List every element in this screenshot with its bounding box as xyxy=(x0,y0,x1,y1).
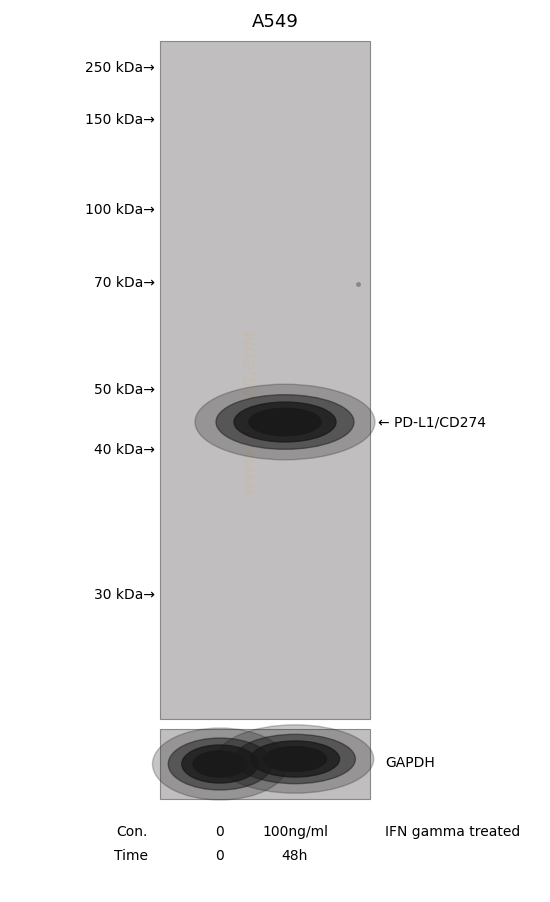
Bar xyxy=(160,42,370,719)
Ellipse shape xyxy=(234,402,336,443)
Ellipse shape xyxy=(249,409,321,437)
Text: ← PD-L1/CD274: ← PD-L1/CD274 xyxy=(378,416,486,429)
Ellipse shape xyxy=(235,734,355,784)
Ellipse shape xyxy=(193,751,247,778)
Text: 250 kDa→: 250 kDa→ xyxy=(85,61,155,75)
Text: Time: Time xyxy=(114,848,148,862)
Text: 100 kDa→: 100 kDa→ xyxy=(85,203,155,216)
Ellipse shape xyxy=(195,385,375,460)
Text: 150 kDa→: 150 kDa→ xyxy=(85,113,155,127)
Text: WWW.PTGLAB.COM: WWW.PTGLAB.COM xyxy=(243,327,257,494)
Text: GAPDH: GAPDH xyxy=(385,755,435,769)
Ellipse shape xyxy=(152,728,288,800)
Text: 48h: 48h xyxy=(282,848,308,862)
Text: 100ng/ml: 100ng/ml xyxy=(262,824,328,838)
Text: 40 kDa→: 40 kDa→ xyxy=(94,443,155,456)
Ellipse shape xyxy=(182,745,258,783)
Ellipse shape xyxy=(216,725,374,794)
Ellipse shape xyxy=(263,747,327,771)
Bar xyxy=(160,729,370,799)
Text: 70 kDa→: 70 kDa→ xyxy=(94,276,155,290)
Text: 30 kDa→: 30 kDa→ xyxy=(94,587,155,602)
Text: Con.: Con. xyxy=(117,824,148,838)
Text: A549: A549 xyxy=(251,13,299,31)
Text: 0: 0 xyxy=(216,824,224,838)
Ellipse shape xyxy=(250,741,340,778)
Ellipse shape xyxy=(168,738,272,790)
Text: IFN gamma treated: IFN gamma treated xyxy=(385,824,520,838)
Ellipse shape xyxy=(216,395,354,450)
Text: 50 kDa→: 50 kDa→ xyxy=(94,382,155,397)
Text: 0: 0 xyxy=(216,848,224,862)
